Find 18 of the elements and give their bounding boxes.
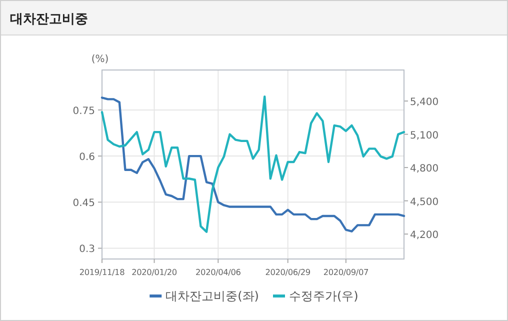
chart-title: 대차잔고비중 xyxy=(10,12,88,27)
y2-tick-label: 5,400 xyxy=(410,97,439,108)
legend-label: 대차잔고비중(좌) xyxy=(166,289,259,303)
y-tick-label: 0.75 xyxy=(72,106,95,117)
y2-tick-label: 4,500 xyxy=(410,196,439,208)
x-tick-label: 2020/04/06 xyxy=(196,267,241,277)
x-tick-label: 2020/01/20 xyxy=(132,267,177,277)
y-tick-label: 0.3 xyxy=(79,244,95,256)
y2-tick-label: 5,100 xyxy=(410,130,439,142)
y2-tick-label: 4,200 xyxy=(410,230,439,242)
y-tick-label: 0.6 xyxy=(79,152,95,164)
x-tick-label: 2019/11/18 xyxy=(79,267,125,277)
y-tick-label: 0.45 xyxy=(72,198,95,210)
legend-label: 수정주가(우) xyxy=(289,289,358,303)
y2-tick-label: 4,800 xyxy=(410,164,439,175)
y-axis-title: (%) xyxy=(91,54,109,65)
x-tick-label: 2020/06/29 xyxy=(265,267,310,277)
x-tick-label: 2020/09/07 xyxy=(323,267,369,277)
